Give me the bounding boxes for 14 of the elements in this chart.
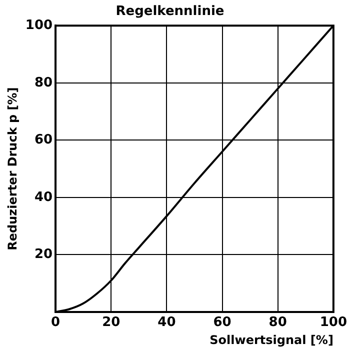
y-tick-label: 100 [25, 18, 53, 33]
x-tick-label: 0 [51, 315, 60, 330]
x-axis-title: Sollwertsignal [%] [210, 332, 334, 347]
y-tick-label: 20 [34, 247, 53, 262]
y-tick-label: 40 [34, 190, 53, 205]
x-tick-label: 80 [268, 315, 287, 330]
x-tick-label: 40 [158, 315, 176, 330]
x-tick-label: 20 [102, 315, 120, 330]
y-tick-label: 60 [34, 132, 53, 148]
x-tick-label: 60 [213, 315, 232, 330]
y-axis-title: Reduzierter Druck p [%] [5, 87, 20, 250]
y-tick-label: 80 [34, 75, 53, 90]
x-tick-label: 100 [320, 315, 347, 330]
chart-title: Regelkennlinie [116, 4, 224, 20]
